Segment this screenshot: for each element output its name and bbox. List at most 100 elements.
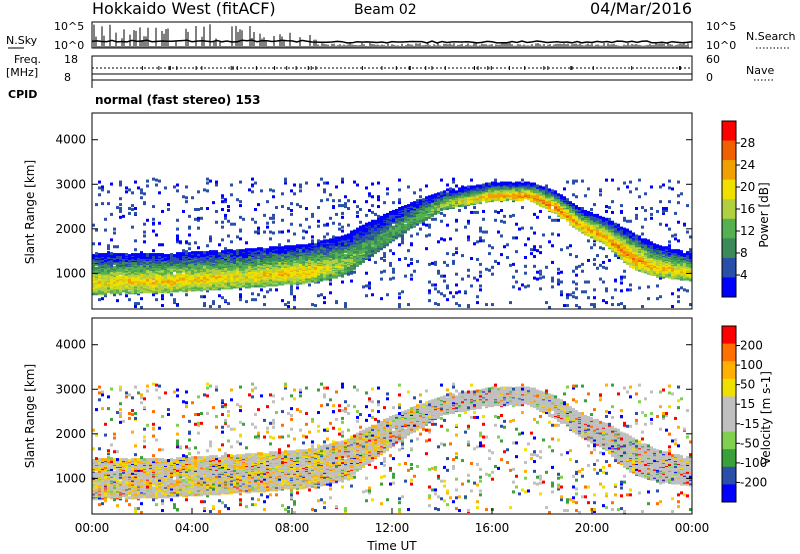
power-cell [335,245,338,249]
power-cell [92,254,95,258]
power-cell [197,269,200,273]
power-cell [476,257,479,261]
power-cell [365,254,368,258]
power-cell [197,246,200,250]
power-cell [125,280,128,284]
power-cell [500,253,503,257]
power-cell [371,251,374,255]
power-cell [152,281,155,285]
power-cell [332,199,335,203]
power-cell [107,202,110,206]
power-cell [317,206,320,210]
power-cell [398,305,401,309]
power-cell [158,253,161,257]
power-cell [482,198,485,202]
power-cell [197,208,200,211]
power-cell [371,293,374,297]
power-cell [389,210,392,214]
power-cell [107,254,110,258]
power-cell [245,282,248,286]
power-cell [113,227,116,231]
power-cell [143,201,146,205]
power-cell [236,249,239,253]
power-cell [140,191,143,195]
power-cell [416,222,419,226]
power-cell [506,243,509,247]
power-cell [116,253,119,257]
power-cell [224,215,227,219]
power-cell [386,192,389,196]
power-cell [140,275,143,279]
power-cell [161,243,164,247]
power-cell [509,194,512,198]
power-cell [158,285,161,289]
power-cell [440,191,443,195]
power-cell [479,195,482,199]
power-cell [350,270,353,274]
power-cell [239,200,242,204]
power-cell [125,272,128,276]
power-cell [245,251,248,255]
power-cell [101,268,104,272]
power-cell [500,181,503,185]
power-cell [101,188,104,192]
power-cell [440,292,443,296]
power-cell [110,262,113,266]
power-cell [344,248,347,252]
power-cell [134,288,137,292]
power-cell [95,266,98,270]
power-cell [494,181,497,185]
power-cell [482,186,485,190]
power-cell [305,244,308,248]
power-cell [164,254,167,258]
power-cell [446,183,449,187]
power-cell [491,197,494,201]
power-cell [290,291,293,295]
power-cell [134,285,137,289]
power-cell [413,191,416,195]
power-cell [497,197,500,201]
power-cell [419,201,422,205]
power-cell [305,248,308,252]
power-cell [458,200,461,204]
power-cell [290,202,293,206]
power-cell [431,217,434,221]
power-cell [470,195,473,199]
power-cell [218,265,221,269]
power-cell [167,208,170,211]
power-cell [221,225,224,229]
power-cell [176,227,179,231]
power-cell [221,296,224,300]
power-cell [473,242,476,246]
power-cell [443,294,446,298]
power-cell [203,270,206,274]
power-cell [188,214,191,218]
power-cell [254,181,257,185]
power-cell [488,244,491,248]
power-cell [161,263,164,267]
power-cell [239,293,242,297]
power-cell [395,231,398,235]
power-cell [347,257,350,261]
power-cell [461,277,464,281]
power-cell [161,286,164,290]
power-cell [293,245,296,249]
power-cell [458,304,461,308]
power-cell [161,282,164,286]
power-cell [239,283,242,287]
power-cell [185,281,188,285]
power-cell [410,261,413,265]
power-cell [170,255,173,259]
power-cell [464,199,467,203]
power-cell [239,180,242,184]
power-cell [398,178,401,182]
power-cell [308,243,311,247]
power-cell [485,230,488,234]
power-cell [341,215,344,219]
power-cell [215,255,218,259]
power-cell [425,223,428,227]
power-cell [167,286,170,290]
power-cell [368,194,371,198]
power-cell [434,197,437,201]
power-cell [122,281,125,285]
